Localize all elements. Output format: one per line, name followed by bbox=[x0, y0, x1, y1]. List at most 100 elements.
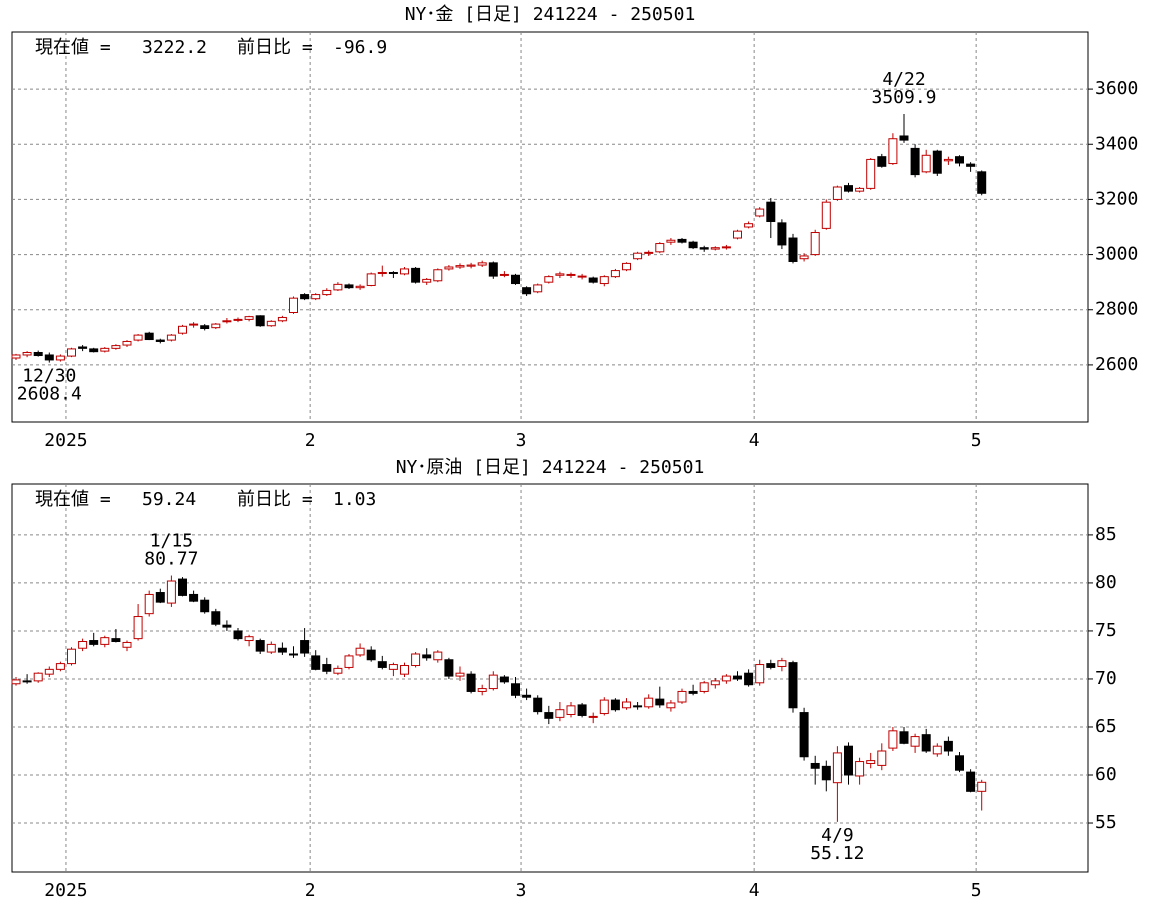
y-tick-label: 85 bbox=[1095, 524, 1117, 545]
candle-body-up bbox=[422, 278, 432, 283]
candle-body-down bbox=[78, 346, 88, 349]
y-tick-label: 3200 bbox=[1095, 188, 1138, 209]
x-tick-label: 4 bbox=[749, 880, 760, 901]
candle-body-down bbox=[89, 348, 99, 353]
candle-body-up bbox=[244, 316, 254, 320]
candle-body-up bbox=[233, 318, 243, 321]
candle-body-up bbox=[533, 284, 543, 293]
candle-body-up bbox=[433, 651, 443, 661]
candle-body-up bbox=[577, 275, 587, 278]
y-tick-label: 65 bbox=[1095, 716, 1117, 737]
candle-body-up bbox=[877, 750, 887, 766]
candle-body-down bbox=[544, 712, 554, 719]
x-tick-label: 3 bbox=[516, 430, 527, 451]
candle-body-up bbox=[477, 262, 487, 266]
candle-body-up bbox=[666, 239, 676, 243]
candle-body-up bbox=[133, 334, 143, 341]
x-tick-label: 2 bbox=[305, 430, 316, 451]
candle-body-up bbox=[644, 251, 654, 254]
candle-body-down bbox=[777, 222, 787, 246]
candle-body-down bbox=[533, 697, 543, 713]
annotation-date: 1/15 bbox=[150, 531, 193, 552]
candle-body-down bbox=[89, 640, 99, 645]
candle-body-up bbox=[855, 187, 865, 192]
candle-body-down bbox=[277, 647, 287, 653]
candle-body-up bbox=[11, 679, 21, 685]
candle-body-up bbox=[866, 760, 876, 764]
y-tick-label: 3600 bbox=[1095, 78, 1138, 99]
candle-body-up bbox=[499, 273, 509, 276]
candle-body-up bbox=[444, 266, 454, 270]
candle-body-up bbox=[111, 345, 121, 349]
candle-body-down bbox=[977, 171, 987, 194]
candle-body-down bbox=[810, 762, 820, 769]
candle-body-up bbox=[455, 672, 465, 677]
candle-body-up bbox=[455, 265, 465, 268]
candle-body-up bbox=[888, 730, 898, 749]
candle-body-up bbox=[666, 702, 676, 709]
candle-body-down bbox=[788, 662, 798, 709]
candle-body-down bbox=[699, 247, 709, 250]
candle-body-up bbox=[289, 297, 298, 314]
candle-body-down bbox=[955, 156, 964, 164]
chart-title: NY･金 [日足] 241224 - 250501 bbox=[405, 4, 696, 25]
current-value: 3222.2 bbox=[142, 37, 207, 58]
candle-body-up bbox=[100, 637, 110, 645]
candle-body-up bbox=[932, 745, 942, 755]
candle-body-down bbox=[744, 672, 754, 686]
candle-body-down bbox=[899, 135, 909, 141]
annotation-date: 12/30 bbox=[22, 366, 76, 387]
candle-body-up bbox=[266, 320, 276, 327]
annotation-date: 4/22 bbox=[882, 69, 925, 90]
candle-body-down bbox=[155, 592, 165, 603]
candle-body-down bbox=[844, 185, 853, 192]
candle-body-down bbox=[155, 339, 165, 342]
candle-body-up bbox=[355, 285, 365, 289]
candle-body-up bbox=[55, 355, 65, 361]
candle-body-up bbox=[222, 320, 232, 323]
candle-body-down bbox=[932, 150, 942, 174]
candle-body-down bbox=[921, 734, 931, 752]
candle-body-up bbox=[810, 232, 820, 256]
candle-body-up bbox=[388, 664, 398, 670]
candle-body-up bbox=[355, 647, 365, 656]
candle-body-up bbox=[411, 653, 421, 667]
candle-body-up bbox=[910, 736, 920, 747]
candle-body-up bbox=[677, 690, 687, 703]
candle-body-down bbox=[522, 694, 532, 698]
candle-body-down bbox=[300, 640, 310, 654]
candle-body-up bbox=[100, 347, 110, 352]
y-tick-label: 2600 bbox=[1095, 354, 1138, 375]
candle-body-up bbox=[755, 664, 765, 684]
candle-body-up bbox=[400, 665, 409, 675]
candle-body-down bbox=[610, 699, 620, 711]
candle-body-up bbox=[599, 276, 609, 285]
candle-body-up bbox=[555, 273, 565, 276]
candle-body-up bbox=[622, 262, 631, 271]
y-tick-label: 80 bbox=[1095, 572, 1117, 593]
change-value: -96.9 bbox=[333, 37, 387, 58]
candle-body-up bbox=[733, 230, 742, 239]
candle-body-up bbox=[322, 289, 332, 296]
candle-body-down bbox=[733, 675, 742, 680]
candle-body-up bbox=[610, 270, 620, 278]
candle-body-down bbox=[588, 277, 598, 283]
y-tick-label: 70 bbox=[1095, 668, 1117, 689]
change-value: 1.03 bbox=[333, 489, 376, 510]
x-tick-label: 3 bbox=[516, 880, 527, 901]
candle-body-down bbox=[144, 332, 154, 341]
candle-body-up bbox=[821, 201, 831, 229]
plot-frame bbox=[11, 31, 1089, 423]
candle-body-down bbox=[899, 731, 909, 744]
candle-body-up bbox=[433, 269, 443, 282]
candle-body-down bbox=[655, 698, 665, 706]
y-tick-label: 3000 bbox=[1095, 244, 1138, 265]
candle-body-up bbox=[799, 255, 809, 260]
change-label: 前日比 = bbox=[237, 489, 313, 510]
candle-body-down bbox=[44, 354, 54, 361]
candle-body-up bbox=[244, 636, 254, 642]
candle-body-down bbox=[877, 156, 887, 167]
candle-body-up bbox=[566, 273, 576, 276]
x-tick-label: 2025 bbox=[44, 880, 87, 901]
